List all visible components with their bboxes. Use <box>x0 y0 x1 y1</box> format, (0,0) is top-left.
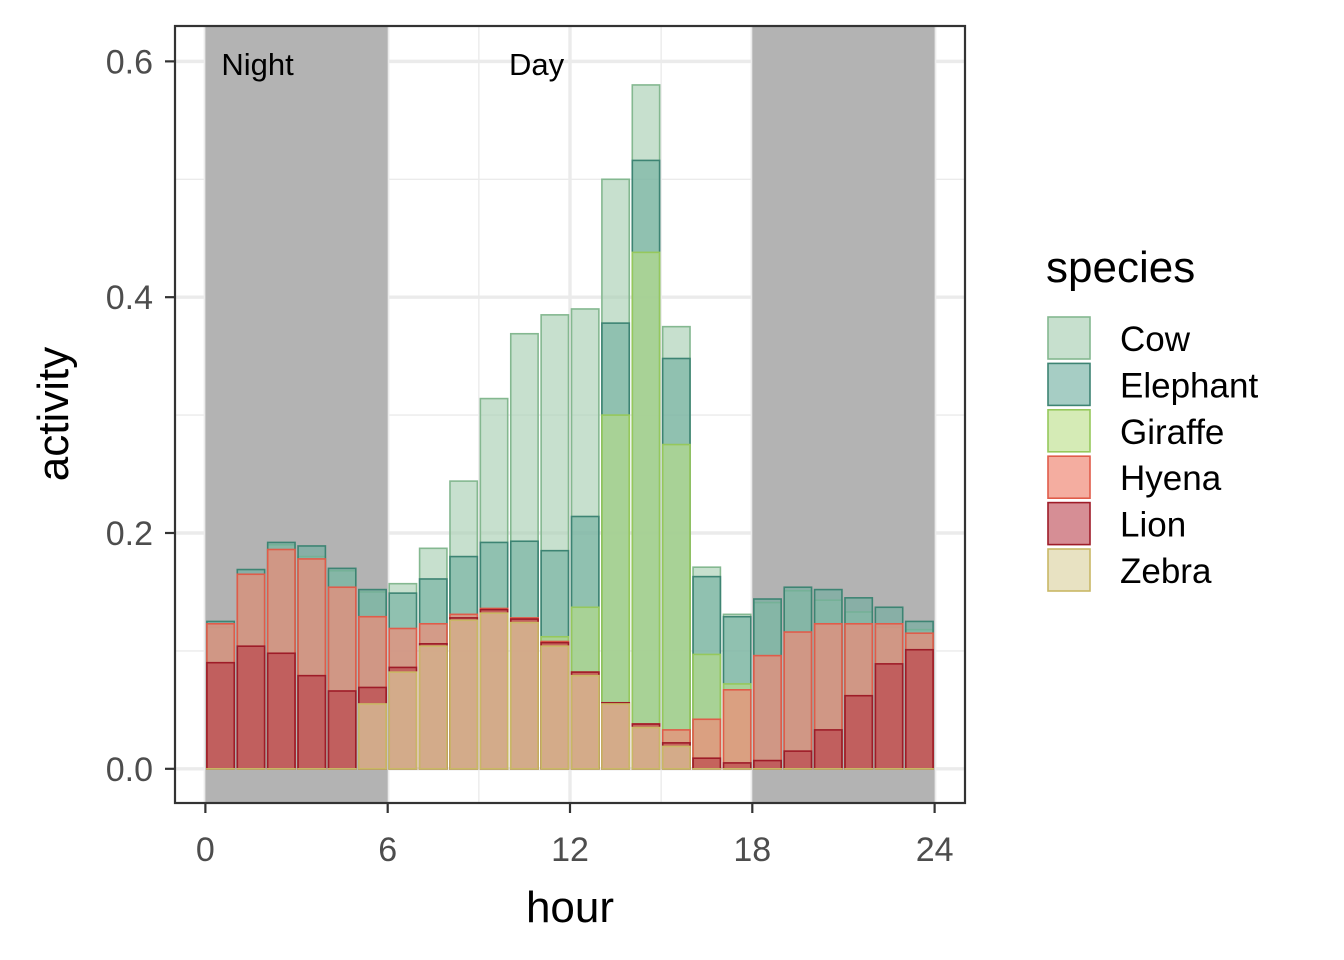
lion-bar-hour-19 <box>753 759 782 770</box>
x-tick-label: 0 <box>196 831 215 869</box>
zebra-bar-hour-10 <box>479 612 509 770</box>
zebra-bar-hour-11 <box>509 621 539 770</box>
period-label-day: Day <box>509 47 565 82</box>
lion-bar-hour-21 <box>813 729 843 770</box>
legend-key-hyena <box>1047 455 1091 500</box>
y-tick-label: 0.2 <box>106 515 153 553</box>
legend-key-lion <box>1047 501 1091 546</box>
x-tick-label: 12 <box>551 831 589 869</box>
legend-label-hyena: Hyena <box>1120 459 1222 498</box>
lion-bar-hour-5 <box>327 690 357 770</box>
lion-bar-hour-22 <box>844 694 874 770</box>
lion-bar-hour-18 <box>722 762 752 770</box>
legend-label-lion: Lion <box>1120 506 1186 545</box>
giraffe-bar-hour-15 <box>631 251 661 770</box>
zebra-bar-hour-6 <box>358 703 387 770</box>
x-tick-label: 24 <box>916 831 954 869</box>
x-tick-label: 18 <box>733 831 771 869</box>
bar-series <box>206 84 934 770</box>
legend-label-giraffe: Giraffe <box>1120 413 1224 452</box>
hyena-bar-hour-19 <box>753 654 782 770</box>
legend: Cow Elephant Giraffe Hyena Lion Zebra <box>1047 316 1258 592</box>
zebra-bar-hour-12 <box>540 645 570 770</box>
hyena-bar-hour-18 <box>722 689 752 770</box>
legend-key-zebra <box>1047 548 1091 592</box>
y-tick-label: 0.0 <box>106 751 153 789</box>
y-tick-label: 0.6 <box>106 43 153 81</box>
lion-bar-hour-17 <box>692 757 722 770</box>
lion-bar-hour-24 <box>904 648 934 770</box>
x-tick-label: 6 <box>378 831 397 869</box>
zebra-bar-hour-9 <box>449 619 479 770</box>
legend-label-zebra: Zebra <box>1120 552 1212 591</box>
hyena-bar-hour-20 <box>783 631 813 770</box>
zebra-bar-hour-15 <box>631 726 661 770</box>
zebra-bar-hour-8 <box>418 645 448 770</box>
period-annotations: Night Day <box>221 47 564 82</box>
legend-label-cow: Cow <box>1120 320 1191 359</box>
axes: 0 6 12 18 24 0.0 0.2 0.4 0.6 <box>106 43 954 869</box>
giraffe-bar-hour-16 <box>661 443 691 770</box>
zebra-bar-hour-14 <box>601 703 631 770</box>
lion-bar-hour-20 <box>783 750 813 770</box>
zebra-bar-hour-7 <box>388 671 418 770</box>
y-tick-label: 0.4 <box>106 279 153 317</box>
legend-label-elephant: Elephant <box>1120 366 1258 405</box>
legend-title: species <box>1046 243 1195 292</box>
lion-bar-hour-23 <box>874 663 904 770</box>
lion-bar-hour-2 <box>236 645 266 770</box>
night-shading <box>205 26 935 803</box>
lion-bar-hour-1 <box>206 661 236 770</box>
period-label-night: Night <box>221 47 294 82</box>
y-axis-title: activity <box>29 347 78 481</box>
legend-key-cow <box>1047 316 1091 360</box>
zebra-bar-hour-16 <box>661 745 691 770</box>
lion-bar-hour-4 <box>297 674 327 770</box>
lion-bar-hour-3 <box>266 652 296 770</box>
zebra-bar-hour-13 <box>570 674 600 770</box>
shade-band-0 <box>205 26 388 803</box>
x-axis-title: hour <box>526 883 614 932</box>
legend-key-elephant <box>1047 362 1091 407</box>
legend-key-giraffe <box>1047 408 1091 453</box>
shade-band-2 <box>752 26 935 803</box>
